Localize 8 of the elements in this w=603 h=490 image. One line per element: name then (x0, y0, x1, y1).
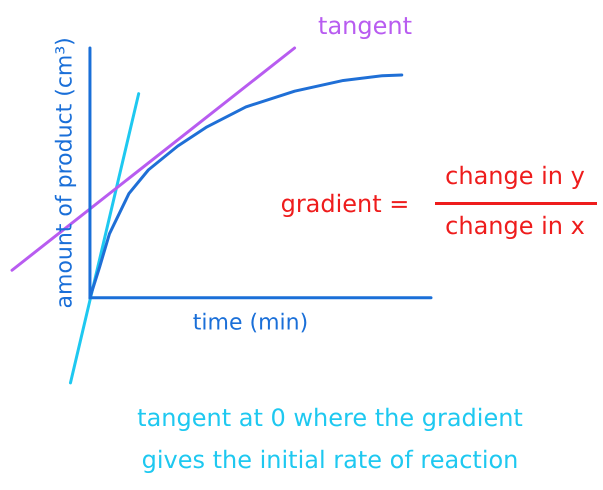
text: tangent at 0 where the gradient (137, 404, 523, 432)
text: change in x (445, 212, 585, 240)
text: change in y (445, 162, 585, 190)
text: tangent (318, 12, 412, 40)
text: gives the initial rate of reaction (142, 446, 518, 474)
y-axis-title: amount of product (cm³) (52, 37, 78, 308)
annotation: gradient = (280, 190, 410, 218)
x-axis-title: time (min) (192, 310, 308, 336)
